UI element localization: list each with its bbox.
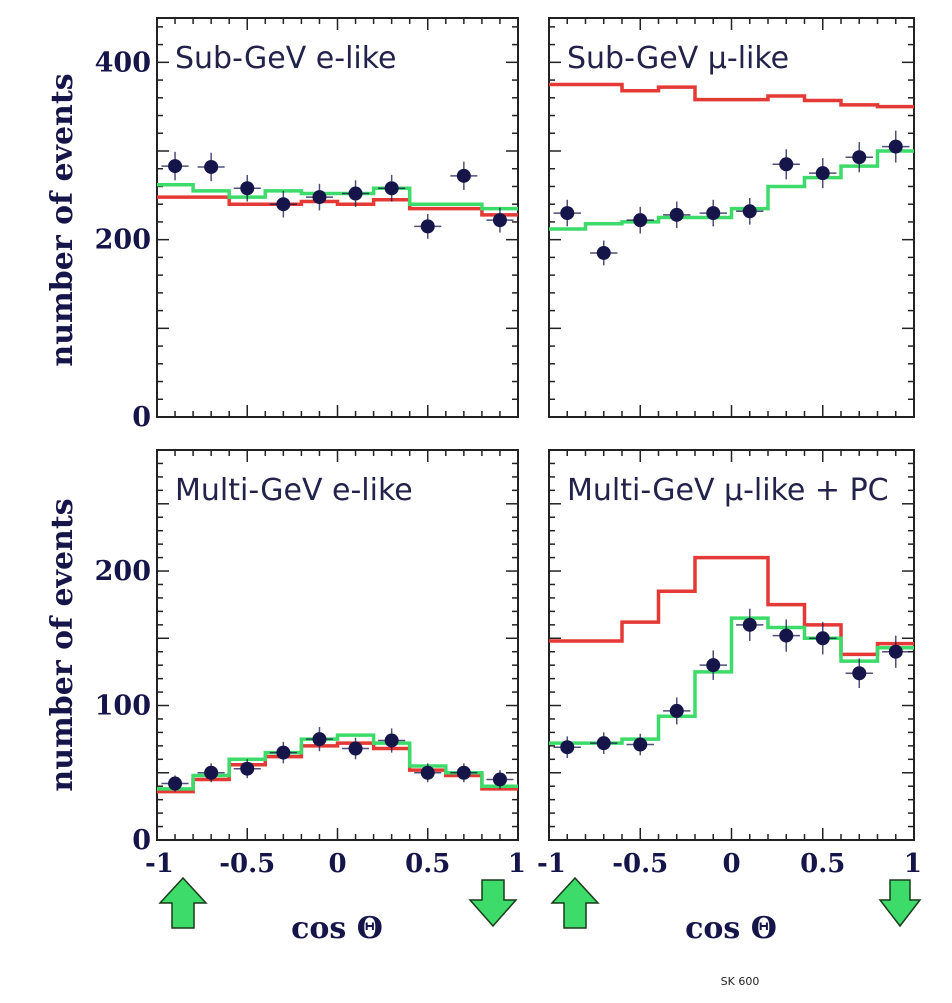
panel-3: 0 100 200 -1 -0.5 0 0.5 1 Multi-GeV e-like xyxy=(95,449,526,879)
x-tick-label: 0.5 xyxy=(800,849,845,879)
data-point xyxy=(669,207,684,222)
data-point xyxy=(420,765,435,780)
x-tick-label: 1 xyxy=(904,849,922,879)
credit-label: SK 600 xyxy=(721,975,760,988)
up-arrow-icon xyxy=(158,876,208,929)
panel-title: Multi-GeV e-like xyxy=(175,473,413,508)
oscillation-histogram xyxy=(549,616,914,745)
data-point xyxy=(560,740,575,755)
data-point xyxy=(240,761,255,776)
x-tick-label: 1 xyxy=(508,849,526,879)
down-arrow-icon xyxy=(878,879,922,928)
y-tick-label: 200 xyxy=(95,225,151,256)
oscillation-histogram xyxy=(157,733,518,791)
no-oscillation-histogram xyxy=(157,195,518,217)
data-point xyxy=(888,644,903,659)
data-point xyxy=(815,631,830,646)
data-point xyxy=(276,745,291,760)
data-point xyxy=(492,213,507,228)
y-tick-label: 100 xyxy=(95,691,151,722)
panel-title: Multi-GeV μ-like + PC xyxy=(567,473,889,508)
data-point xyxy=(633,213,648,228)
data-point xyxy=(420,219,435,234)
data-point xyxy=(276,197,291,212)
no-oscillation-histogram xyxy=(549,82,914,109)
x-tick-label: 0 xyxy=(328,849,346,879)
data-point xyxy=(312,190,327,205)
data-point xyxy=(492,772,507,787)
x-tick-label: -0.5 xyxy=(219,849,275,879)
data-point xyxy=(384,181,399,196)
data-point xyxy=(706,658,721,673)
x-tick-label: -1 xyxy=(145,849,174,879)
x-tick-label: 0 xyxy=(722,849,740,879)
xlabel-right: cos Θ xyxy=(685,911,777,946)
y-tick-label: 400 xyxy=(95,47,151,78)
ylabel-bottom: number of events xyxy=(45,498,80,791)
x-tick-label: -0.5 xyxy=(612,849,668,879)
panel-4: -1 -0.5 0 0.5 1 Multi-GeV μ-like + PC xyxy=(537,449,922,879)
data-point xyxy=(742,617,757,632)
y-tick-label: 200 xyxy=(95,556,151,587)
data-point xyxy=(204,765,219,780)
no-oscillation-histogram xyxy=(549,555,914,657)
data-point xyxy=(633,737,648,752)
data-point xyxy=(168,776,183,791)
x-tick-label: -1 xyxy=(537,849,566,879)
data-point xyxy=(706,206,721,221)
data-point xyxy=(596,245,611,260)
data-point xyxy=(742,204,757,219)
data-point xyxy=(560,206,575,221)
data-point xyxy=(168,159,183,174)
data-point xyxy=(596,736,611,751)
data-point xyxy=(348,741,363,756)
xlabel-left: cos Θ xyxy=(291,911,383,946)
y-tick-label: 0 xyxy=(132,825,151,856)
x-tick-label: 0.5 xyxy=(405,849,450,879)
data-point xyxy=(456,765,471,780)
panel-2: Sub-GeV μ-like xyxy=(548,17,915,418)
panel-title: Sub-GeV μ-like xyxy=(567,41,789,76)
data-point xyxy=(204,159,219,174)
data-point xyxy=(779,157,794,172)
down-arrow-icon xyxy=(468,879,518,928)
data-point xyxy=(312,732,327,747)
data-point xyxy=(348,186,363,201)
data-point xyxy=(888,139,903,154)
panel-1: 0 200 400 Sub-GeV e-like xyxy=(95,17,519,433)
up-arrow-icon xyxy=(550,876,600,929)
y-tick-label: 0 xyxy=(132,402,151,433)
data-point xyxy=(852,666,867,681)
data-point xyxy=(384,733,399,748)
panel-title: Sub-GeV e-like xyxy=(175,41,397,76)
data-point xyxy=(815,166,830,181)
data-point xyxy=(852,150,867,165)
data-point xyxy=(240,181,255,196)
data-point xyxy=(456,168,471,183)
data-point xyxy=(669,703,684,718)
oscillation-histogram xyxy=(549,149,914,231)
ylabel-top: number of events xyxy=(45,73,80,366)
data-point xyxy=(779,628,794,643)
